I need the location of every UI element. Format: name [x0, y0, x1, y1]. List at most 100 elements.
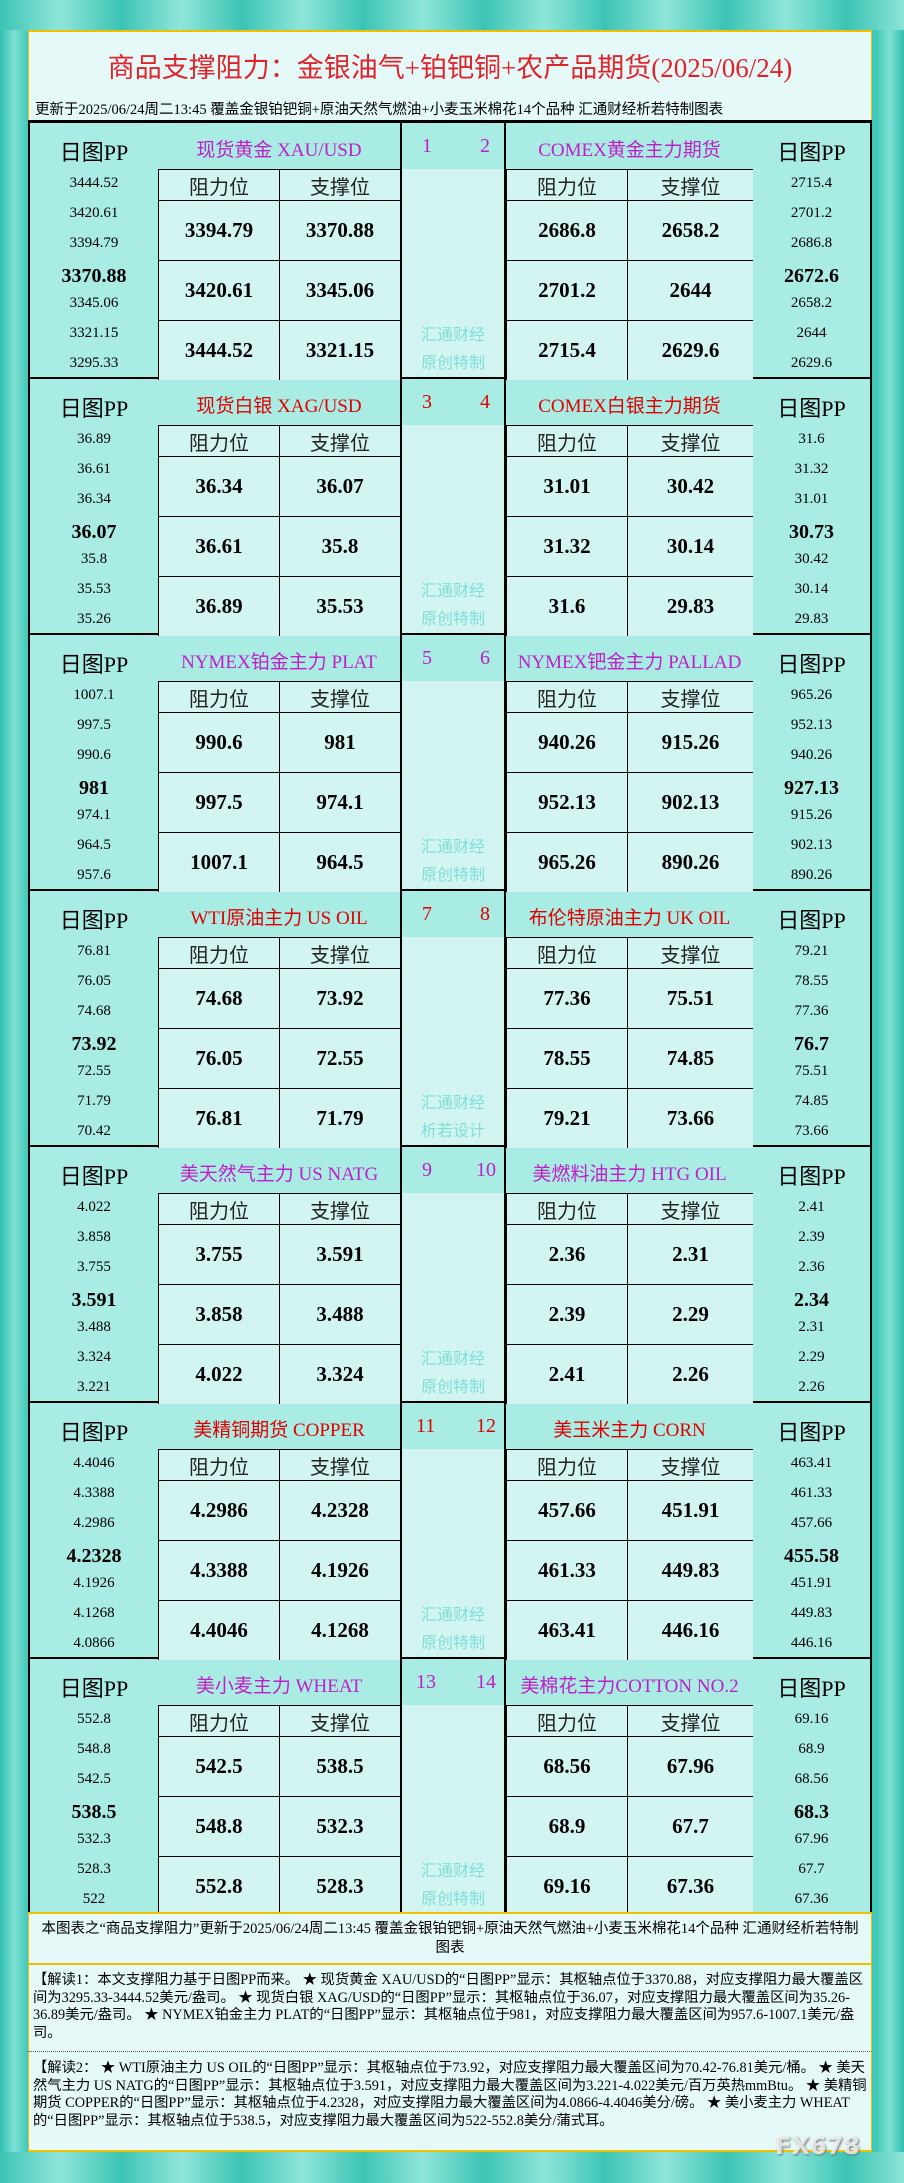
- pp-level: 2.41: [798, 1199, 825, 1215]
- pp-level: 952.13: [790, 717, 833, 733]
- fx678-logo: FX678: [775, 2132, 860, 2160]
- pp-level: 990.6: [77, 747, 111, 763]
- instrument-name: NYMEX钯金主力 PALLAD: [517, 652, 742, 673]
- item-number: 3: [422, 391, 432, 413]
- support-value: 538.5: [279, 1736, 400, 1796]
- resistance-header: 阻力位: [158, 425, 279, 456]
- item-number: 10: [476, 1159, 496, 1181]
- resistance-value: 36.89: [158, 576, 279, 636]
- middle-column: 11 12 汇通财经 原创特制: [400, 1403, 506, 1657]
- support-header: 支撑位: [627, 937, 753, 968]
- instrument-name: 美天然气主力 US NATG: [179, 1164, 379, 1185]
- pivot-point: 2672.6: [784, 265, 839, 287]
- pp-level: 449.83: [790, 1605, 833, 1621]
- middle-header: [402, 1659, 504, 1705]
- pp-level: 68.9: [798, 1741, 825, 1757]
- pp-level: 3444.52: [69, 175, 119, 191]
- commodity-section: 日图PP 76.81 76.05 74.68 73.92 72.55 71.79 70.42 日…: [30, 891, 870, 1148]
- top-border: [0, 0, 904, 30]
- pp-level: 1007.1: [73, 687, 115, 703]
- middle-column: 7 8 汇通财经 析若设计: [400, 891, 506, 1145]
- pp-column: 日图PP 79.21 78.55 77.36 76.7 75.51 74.85 73.66: [753, 891, 870, 1145]
- resistance-value: 3420.61: [158, 260, 279, 320]
- resistance-header: 阻力位: [158, 681, 279, 712]
- resistance-header: 阻力位: [158, 1705, 279, 1736]
- resistance-value: 542.5: [158, 1736, 279, 1796]
- pp-header: 日图PP: [59, 1164, 129, 1189]
- support-value: 4.1926: [279, 1540, 400, 1600]
- pivot-point: 538.5: [71, 1801, 117, 1823]
- resistance-value: 552.8: [158, 1856, 279, 1916]
- support-header: 支撑位: [279, 937, 400, 968]
- pp-level: 3321.15: [69, 325, 119, 341]
- support-value: 3.324: [279, 1344, 400, 1404]
- resistance-value: 463.41: [506, 1600, 627, 1660]
- resistance-header: 阻力位: [158, 937, 279, 968]
- support-value: 67.36: [627, 1856, 753, 1916]
- item-number: 9: [422, 1159, 432, 1181]
- resistance-value: 79.21: [506, 1088, 627, 1148]
- commodity-section: 日图PP 552.8 548.8 542.5 538.5 532.3 528.3 522 日图P…: [30, 1659, 870, 1916]
- support-value: 4.2328: [279, 1480, 400, 1540]
- pivot-point: 4.2328: [66, 1545, 122, 1567]
- pp-level: 3420.61: [69, 205, 119, 221]
- pp-level: 451.91: [790, 1575, 833, 1591]
- pp-level: 457.66: [790, 1515, 833, 1531]
- resistance-value: 997.5: [158, 772, 279, 832]
- pp-level: 957.6: [77, 867, 111, 883]
- pp-header: 日图PP: [777, 140, 846, 165]
- pp-level: 3394.79: [69, 235, 119, 251]
- pp-level: 79.21: [794, 943, 829, 959]
- instrument-name: 现货黄金 XAU/USD: [196, 140, 362, 161]
- support-value: 2.26: [627, 1344, 753, 1404]
- resistance-value: 2715.4: [506, 320, 627, 380]
- pp-column: 日图PP 4.4046 4.3388 4.2986 4.2328 4.1926 4.1268…: [30, 1403, 158, 1657]
- support-header: 支撑位: [279, 1193, 400, 1224]
- watermark-text: 汇通财经: [420, 1607, 485, 1624]
- resistance-value: 3444.52: [158, 320, 279, 380]
- pp-level: 2.31: [798, 1319, 825, 1335]
- support-header: 支撑位: [627, 1705, 753, 1736]
- pivot-point: 981: [79, 777, 109, 799]
- pp-level: 965.26: [790, 687, 833, 703]
- pp-level: 902.13: [790, 837, 833, 853]
- resistance-header: 阻力位: [158, 1193, 279, 1224]
- middle-column: 9 10 汇通财经 原创特制: [400, 1147, 506, 1401]
- pp-column: 日图PP 552.8 548.8 542.5 538.5 532.3 528.3 522: [30, 1659, 158, 1913]
- middle-column: 5 6 汇通财经 原创特制: [400, 635, 506, 889]
- pp-level: 4.2986: [73, 1515, 115, 1531]
- instrument-name: COMEX黄金主力期货: [538, 140, 721, 161]
- pp-level: 3.755: [77, 1259, 111, 1275]
- pp-level: 463.41: [790, 1455, 833, 1471]
- pp-header: 日图PP: [777, 652, 846, 677]
- pp-level: 3.324: [77, 1349, 111, 1365]
- resistance-header: 阻力位: [506, 937, 627, 968]
- item-number: 6: [480, 647, 490, 669]
- support-value: 72.55: [279, 1028, 400, 1088]
- pivot-point: 3.591: [71, 1289, 117, 1311]
- watermark-text: 汇通财经: [420, 839, 485, 856]
- pp-level: 31.01: [794, 491, 829, 507]
- support-header: 支撑位: [627, 169, 753, 200]
- pp-level: 76.05: [77, 973, 111, 989]
- resistance-header: 阻力位: [506, 425, 627, 456]
- pp-level: 74.85: [794, 1093, 829, 1109]
- resistance-value: 31.32: [506, 516, 627, 576]
- support-value: 532.3: [279, 1796, 400, 1856]
- pp-header: 日图PP: [59, 908, 129, 933]
- support-header: 支撑位: [279, 425, 400, 456]
- pp-level: 4.0866: [73, 1635, 115, 1651]
- support-value: 74.85: [627, 1028, 753, 1088]
- pp-level: 940.26: [790, 747, 833, 763]
- pp-level: 30.14: [794, 581, 829, 597]
- item-number: 4: [480, 391, 490, 413]
- pp-level: 67.7: [798, 1861, 825, 1877]
- pp-level: 890.26: [790, 867, 833, 883]
- middle-header: [402, 379, 504, 425]
- pp-level: 4.4046: [73, 1455, 115, 1471]
- pp-level: 76.81: [77, 943, 111, 959]
- instrument-name: 现货白银 XAG/USD: [196, 396, 362, 417]
- pp-level: 522: [82, 1891, 106, 1907]
- item-number: 7: [422, 903, 432, 925]
- pp-level: 4.022: [77, 1199, 111, 1215]
